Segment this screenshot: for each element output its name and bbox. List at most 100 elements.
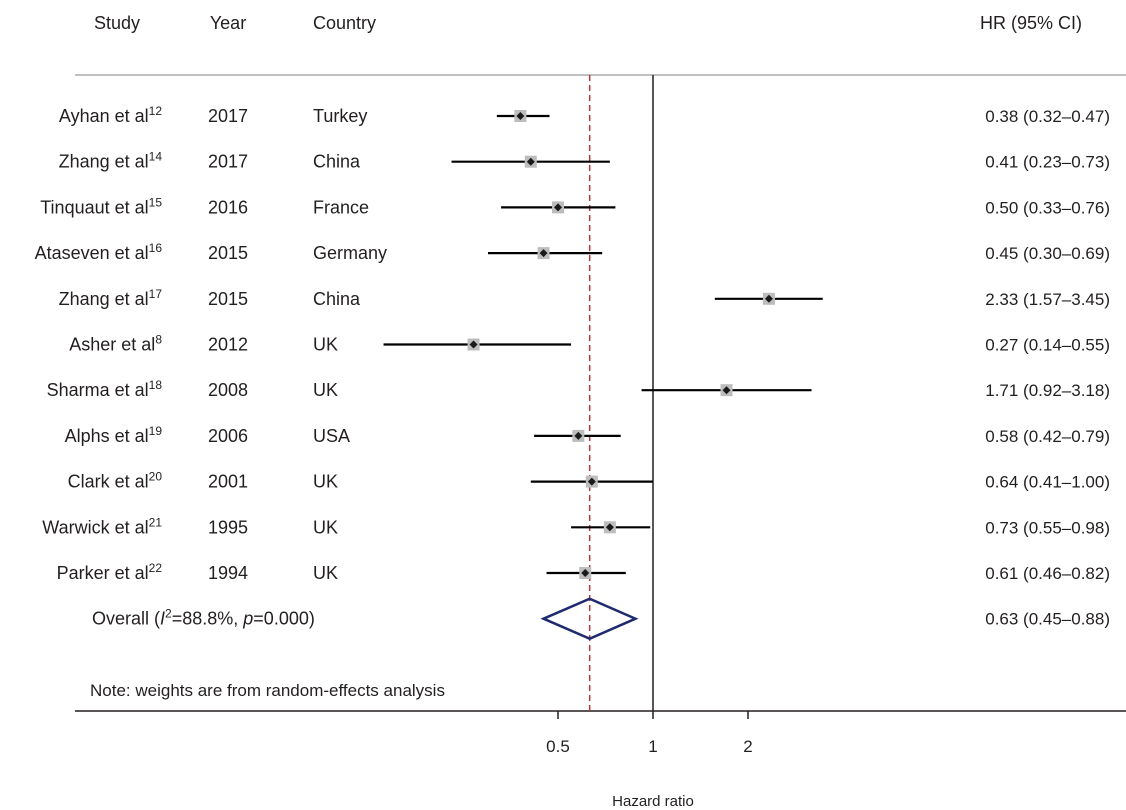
study-author: Warwick et al [42, 517, 148, 537]
study-row: Zhang et al14 2017 China 0.41 (0.23–0.73) [59, 150, 1110, 172]
study-reference: 18 [149, 378, 163, 392]
overall-diamond [540, 597, 639, 641]
study-label: Clark et al20 [68, 470, 163, 492]
study-row: Warwick et al21 1995 UK 0.73 (0.55–0.98) [42, 515, 1110, 537]
x-tick-label: 0.5 [546, 737, 570, 756]
overall-text: =88.8%, [172, 609, 244, 629]
study-label: Zhang et al17 [59, 287, 163, 309]
study-country: UK [313, 380, 338, 400]
hr-ci-label: 2.33 (1.57–3.45) [985, 290, 1110, 309]
study-year: 1995 [208, 517, 248, 537]
study-reference: 20 [149, 470, 163, 484]
point-estimate [764, 294, 773, 303]
hr-ci-label: 0.38 (0.32–0.47) [985, 107, 1110, 126]
study-row: Tinquaut et al15 2016 France 0.50 (0.33–0.7… [40, 195, 1110, 217]
study-author: Zhang et al [59, 289, 149, 309]
hr-ci-label: 0.61 (0.46–0.82) [985, 564, 1110, 583]
weights-note: Note: weights are from random-effects an… [90, 681, 445, 700]
study-label: Ayhan et al12 [59, 104, 162, 126]
study-year: 2017 [208, 106, 248, 126]
study-year: 2012 [208, 335, 248, 355]
hr-ci-label: 0.27 (0.14–0.55) [985, 336, 1110, 355]
study-author: Sharma et al [47, 380, 149, 400]
overall-text: Overall ( [92, 609, 160, 629]
column-header-year: Year [210, 13, 246, 33]
hr-ci-label: 1.71 (0.92–3.18) [985, 381, 1110, 400]
study-year: 2017 [208, 152, 248, 172]
study-year: 2008 [208, 380, 248, 400]
hr-ci-label: 0.45 (0.30–0.69) [985, 244, 1110, 263]
study-author: Tinquaut et al [40, 197, 148, 217]
column-header-country: Country [313, 13, 376, 33]
study-reference: 22 [149, 561, 163, 575]
x-axis-label: Hazard ratio [612, 793, 694, 810]
study-country: France [313, 197, 369, 217]
study-row: Zhang et al17 2015 China 2.33 (1.57–3.45) [59, 287, 1110, 309]
study-row: Alphs et al19 2006 USA 0.58 (0.42–0.79) [65, 424, 1110, 446]
study-author: Ayhan et al [59, 106, 149, 126]
study-year: 2006 [208, 426, 248, 446]
study-reference: 12 [149, 104, 163, 118]
study-reference: 15 [149, 195, 163, 209]
hr-ci-label: 0.73 (0.55–0.98) [985, 518, 1110, 537]
study-label: Warwick et al21 [42, 515, 162, 537]
point-estimate [539, 249, 548, 258]
column-header-study: Study [94, 13, 140, 33]
study-country: USA [313, 426, 350, 446]
x-tick-label: 2 [743, 737, 752, 756]
study-label: Ataseven et al16 [35, 241, 163, 263]
study-row: Sharma et al18 2008 UK 1.71 (0.92–3.18) [47, 378, 1110, 400]
study-author: Ataseven et al [35, 243, 149, 263]
study-author: Alphs et al [65, 426, 149, 446]
study-label: Zhang et al14 [59, 150, 163, 172]
study-label: Asher et al8 [69, 333, 162, 355]
hr-ci-label: 0.64 (0.41–1.00) [985, 473, 1110, 492]
overall-hr-ci-label: 0.63 (0.45–0.88) [985, 610, 1110, 629]
study-row: Ayhan et al12 2017 Turkey 0.38 (0.32–0.47) [59, 104, 1110, 126]
study-reference: 17 [149, 287, 163, 301]
study-year: 2015 [208, 243, 248, 263]
study-label: Sharma et al18 [47, 378, 163, 400]
point-estimate [587, 477, 596, 486]
column-header-hr: HR (95% CI) [980, 13, 1082, 33]
study-label: Parker et al22 [57, 561, 163, 583]
study-reference: 21 [149, 515, 163, 529]
overall-text: =0.000) [253, 609, 315, 629]
study-country: UK [313, 563, 338, 583]
stat-symbol: I [160, 609, 165, 629]
study-reference: 19 [149, 424, 163, 438]
study-author: Asher et al [69, 335, 155, 355]
study-country: Turkey [313, 106, 367, 126]
point-estimate [574, 431, 583, 440]
study-country: UK [313, 517, 338, 537]
point-estimate [581, 569, 590, 577]
study-author: Zhang et al [59, 152, 149, 172]
study-reference: 14 [149, 150, 163, 164]
x-tick-label: 1 [648, 737, 657, 756]
study-country: China [313, 152, 361, 172]
study-year: 1994 [208, 563, 248, 583]
study-year: 2016 [208, 197, 248, 217]
hr-ci-label: 0.58 (0.42–0.79) [985, 427, 1110, 446]
overall-label: Overall (I2=88.8%, p=0.000) [92, 607, 315, 629]
study-author: Clark et al [68, 472, 149, 492]
study-country: UK [313, 335, 338, 355]
study-reference: 16 [149, 241, 163, 255]
study-country: China [313, 289, 361, 309]
study-row: Asher et al8 2012 UK 0.27 (0.14–0.55) [69, 333, 1110, 355]
study-country: Germany [313, 243, 387, 263]
study-author: Parker et al [57, 563, 149, 583]
point-estimate [722, 386, 731, 395]
stat-superscript: 2 [165, 607, 172, 621]
stat-symbol: p [242, 609, 253, 629]
study-label: Alphs et al19 [65, 424, 163, 446]
study-label: Tinquaut et al15 [40, 195, 162, 217]
point-estimate [605, 523, 614, 532]
point-estimate [526, 157, 535, 166]
hr-ci-label: 0.50 (0.33–0.76) [985, 198, 1110, 217]
study-reference: 8 [155, 333, 162, 347]
point-estimate [516, 112, 525, 120]
study-year: 2001 [208, 472, 248, 492]
study-row: Ataseven et al16 2015 Germany 0.45 (0.30–0.… [35, 241, 1110, 263]
